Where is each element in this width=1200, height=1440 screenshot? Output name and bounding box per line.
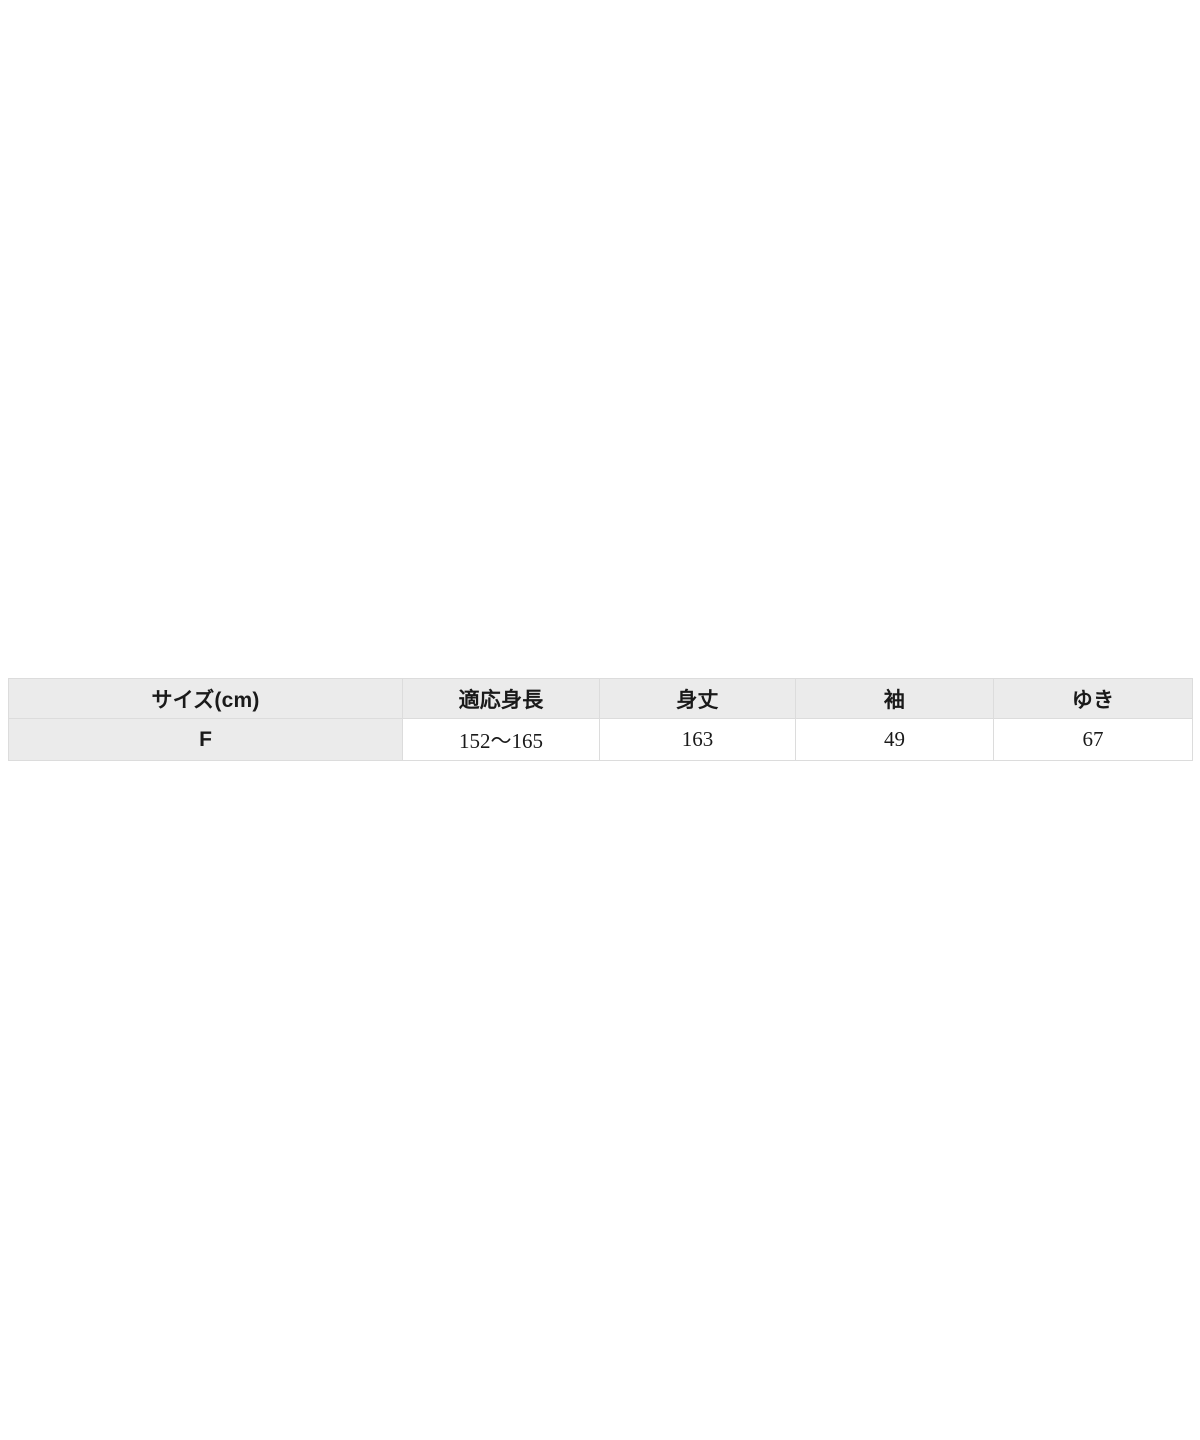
column-header-height-range: 適応身長 [402,678,600,719]
size-chart-container: サイズ(cm) 適応身長 身丈 袖 ゆき F 152〜165 163 49 67 [8,678,1193,761]
size-chart-head: サイズ(cm) 適応身長 身丈 袖 ゆき [8,678,1193,719]
cell-sleeve: 49 [795,718,994,761]
cell-height-range: 152〜165 [402,718,600,761]
column-header-yuki: ゆき [993,678,1193,719]
column-header-size: サイズ(cm) [8,678,403,719]
size-chart-table: サイズ(cm) 適応身長 身丈 袖 ゆき F 152〜165 163 49 67 [8,678,1193,761]
table-row: F 152〜165 163 49 67 [8,718,1193,761]
table-header-row: サイズ(cm) 適応身長 身丈 袖 ゆき [8,678,1193,719]
cell-yuki: 67 [993,718,1193,761]
cell-size: F [8,718,403,761]
size-chart-body: F 152〜165 163 49 67 [8,718,1193,761]
column-header-sleeve: 袖 [795,678,994,719]
column-header-body-length: 身丈 [599,678,796,719]
cell-body-length: 163 [599,718,796,761]
